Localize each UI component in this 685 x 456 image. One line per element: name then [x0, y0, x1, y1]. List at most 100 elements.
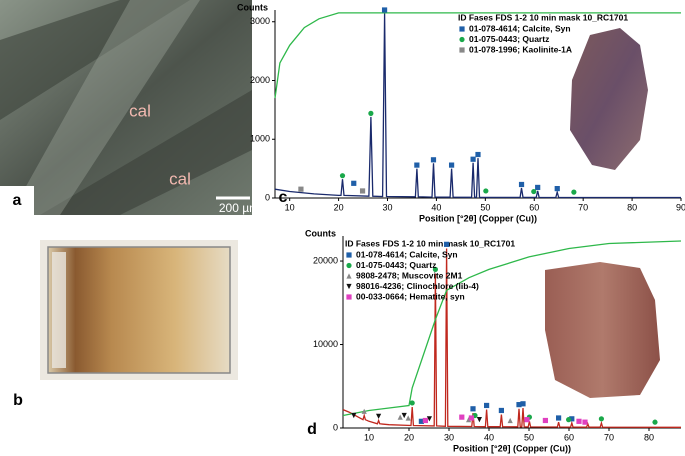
- phase-marker: [351, 180, 357, 186]
- phase-marker: [351, 412, 357, 419]
- phase-marker: [339, 173, 346, 179]
- legend-marker: [459, 26, 465, 32]
- x-tick-label: 30: [382, 202, 392, 212]
- phase-marker: [432, 266, 438, 272]
- y-tick-label: 0: [333, 422, 338, 432]
- scale-label: 200 µm: [219, 201, 259, 215]
- phase-marker: [524, 417, 530, 423]
- phase-marker: [368, 110, 374, 116]
- x-tick-label: 50: [524, 432, 534, 442]
- phase-marker: [376, 413, 382, 419]
- phase-marker: [405, 415, 411, 421]
- legend-label: 00-033-0664; Hematite, syn: [356, 291, 465, 301]
- x-tick-label: 70: [578, 202, 588, 212]
- phase-marker: [571, 189, 577, 195]
- label-box: [0, 186, 34, 215]
- data-line: [274, 12, 681, 199]
- data-line: [274, 12, 681, 99]
- legend-title: ID Fases FDS 1-2 10 min mask 10_RC1701: [458, 12, 628, 22]
- x-tick-label: 30: [444, 432, 454, 442]
- legend-label: 98016-4236; Clinochlore (lib-4): [356, 281, 479, 291]
- phase-marker: [430, 157, 437, 163]
- phase-marker: [483, 188, 489, 194]
- y-tick-label: 0: [265, 192, 270, 202]
- y-axis-label: Counts: [237, 2, 268, 12]
- legend-label: 01-078-1996; Kaolinite-1A: [469, 44, 572, 54]
- legend-label: 9808-2478; Muscovite 2M1: [356, 270, 463, 280]
- legend-title: ID Fases FDS 1-2 10 min mask 10_RC1701: [345, 238, 515, 248]
- legend-marker: [346, 252, 352, 258]
- phase-marker: [470, 156, 476, 162]
- x-axis-label: Position [°2θ] (Copper (Cu)): [453, 443, 571, 453]
- phase-marker: [576, 418, 582, 424]
- y-tick-label: 10000: [313, 339, 338, 349]
- phase-marker: [448, 162, 455, 168]
- y-axis-label: Counts: [305, 228, 336, 238]
- phase-marker: [582, 419, 588, 425]
- phase-marker: [361, 408, 367, 414]
- slide-photo: b: [13, 240, 238, 409]
- legend-marker: [346, 283, 352, 290]
- panel-label: c: [279, 189, 288, 206]
- x-tick-label: 60: [529, 202, 539, 212]
- x-tick-label: 20: [334, 202, 344, 212]
- rock-photo: [570, 28, 648, 170]
- y-tick-label: 2000: [250, 75, 270, 85]
- phase-marker: [381, 7, 388, 13]
- rock-photo: [545, 262, 660, 398]
- legend-marker: [459, 47, 465, 53]
- x-tick-label: 90: [676, 202, 685, 212]
- phase-marker: [414, 162, 420, 168]
- panel-label: b: [13, 392, 23, 409]
- phase-marker: [652, 419, 658, 425]
- phase-marker: [418, 418, 424, 424]
- annotation: cal: [129, 101, 151, 120]
- x-tick-label: 50: [480, 202, 490, 212]
- phase-marker: [569, 416, 575, 422]
- phase-marker: [554, 186, 560, 192]
- x-tick-label: 40: [431, 202, 441, 212]
- phase-marker: [518, 181, 525, 188]
- y-tick-label: 1000: [250, 134, 270, 144]
- phase-marker: [459, 414, 465, 420]
- x-tick-label: 40: [484, 432, 494, 442]
- phase-marker: [598, 416, 605, 422]
- x-tick-label: 80: [644, 432, 654, 442]
- phase-marker: [498, 407, 504, 414]
- charts: 10 20 30 40 50 60 70 80 90 0 1000 2000 3000 Counts Pos…: [237, 2, 685, 453]
- phase-marker: [470, 406, 476, 412]
- legend-label: 01-075-0443; Quartz: [469, 34, 549, 44]
- phase-marker: [444, 241, 450, 247]
- phase-marker: [476, 417, 482, 423]
- y-tick-label: 3000: [250, 16, 270, 26]
- phase-marker: [466, 417, 472, 423]
- panel-label: d: [307, 421, 317, 438]
- legend-marker: [459, 36, 465, 43]
- legend-marker: [346, 273, 352, 279]
- phase-marker: [426, 416, 432, 422]
- phase-marker: [516, 402, 522, 408]
- phase-marker: [468, 415, 474, 421]
- x-tick-label: 20: [404, 432, 414, 442]
- phase-marker: [401, 412, 407, 419]
- micrograph: cal cal 200 µm a: [0, 0, 259, 215]
- phase-marker: [566, 417, 572, 423]
- phase-marker: [397, 414, 403, 420]
- phase-marker: [556, 415, 562, 421]
- phase-marker: [359, 188, 366, 194]
- y-tick-label: 20000: [313, 255, 338, 265]
- x-tick-label: 10: [364, 432, 374, 442]
- x-axis-label: Position [°2θ] (Copper (Cu)): [419, 213, 537, 223]
- x-tick-label: 70: [604, 432, 614, 442]
- phase-marker: [422, 417, 428, 424]
- phase-marker: [507, 417, 513, 424]
- x-tick-label: 80: [627, 202, 637, 212]
- phase-marker: [542, 417, 548, 424]
- phase-marker: [531, 188, 537, 195]
- legend-marker: [346, 294, 352, 300]
- phase-marker: [535, 184, 541, 191]
- data-line: [342, 240, 682, 417]
- legend-label: 01-078-4614; Calcite, Syn: [469, 23, 571, 33]
